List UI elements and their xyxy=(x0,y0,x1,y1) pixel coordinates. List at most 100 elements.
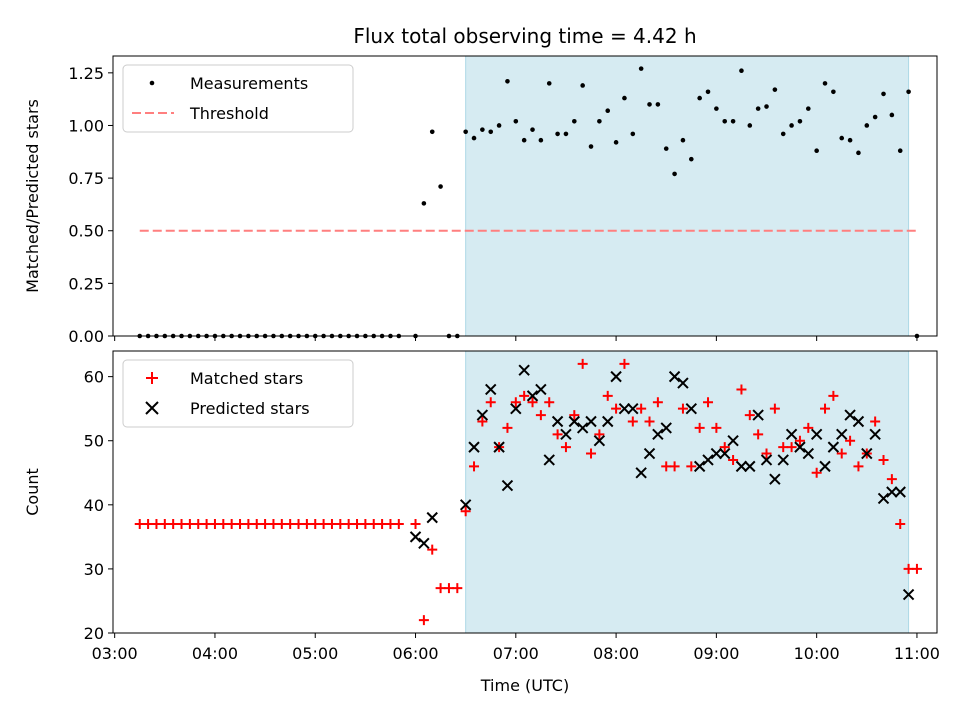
measurement-point xyxy=(496,123,502,128)
matched-star-point xyxy=(335,519,346,530)
y-tick-label: 1.00 xyxy=(68,116,104,135)
matched-star-point xyxy=(669,461,680,472)
matched-star-point xyxy=(268,519,279,530)
y-axis-label: Count xyxy=(23,468,42,516)
predicted-star-point xyxy=(719,447,731,460)
matched-star-point xyxy=(168,519,179,530)
predicted-star-point xyxy=(785,428,798,441)
measurement-point xyxy=(822,81,828,86)
matched-star-point xyxy=(845,435,856,446)
measurement-point xyxy=(789,123,794,128)
predicted-star-point xyxy=(510,402,522,415)
matched-star-point xyxy=(761,448,772,459)
predicted-star-point xyxy=(459,499,472,511)
matched-star-point xyxy=(794,435,805,446)
matched-star-point xyxy=(360,519,371,530)
matched-star-point xyxy=(285,519,296,530)
predicted-star-point xyxy=(627,402,639,415)
matched-star-point xyxy=(184,519,195,530)
matched-star-point xyxy=(744,410,755,421)
matched-star-point xyxy=(911,563,922,574)
measurement-point xyxy=(638,66,644,71)
matched-star-point xyxy=(260,519,271,530)
matched-star-point xyxy=(510,397,521,408)
measurement-point xyxy=(780,131,786,137)
measurement-point xyxy=(546,81,552,86)
predicted-star-point xyxy=(760,454,773,466)
predicted-star-point xyxy=(886,486,898,498)
predicted-star-point xyxy=(485,383,497,396)
matched-star-point xyxy=(193,519,204,530)
axes-frame xyxy=(112,55,938,337)
matched-star-point xyxy=(811,467,822,478)
matched-star-point xyxy=(443,583,454,594)
matched-star-point xyxy=(226,519,237,530)
y-tick-label: 0.75 xyxy=(68,169,104,188)
predicted-star-point xyxy=(810,428,823,441)
matched-stars-series xyxy=(134,358,922,626)
measurement-point xyxy=(689,156,694,162)
predicted-star-point xyxy=(418,537,430,549)
matched-star-point xyxy=(703,397,714,408)
legend-measurement-marker xyxy=(149,80,155,86)
measurement-point xyxy=(772,87,778,92)
matched-star-point xyxy=(385,519,396,530)
x-tick-label: 05:00 xyxy=(292,644,338,663)
predicted-star-point xyxy=(677,377,689,389)
x-tick-label: 08:00 xyxy=(593,644,639,663)
x-tick-label: 03:00 xyxy=(92,644,138,663)
predicted-star-point xyxy=(894,486,906,498)
matched-star-point xyxy=(352,519,363,530)
y-tick-label: 0.25 xyxy=(68,274,104,293)
predicted-star-point xyxy=(526,390,539,402)
x-tick-label: 09:00 xyxy=(693,644,739,663)
predicted-star-point xyxy=(819,460,831,473)
matched-star-point xyxy=(828,390,839,401)
measurement-point xyxy=(429,129,435,135)
y-tick-label: 20 xyxy=(84,624,104,643)
legend: Measurements Threshold xyxy=(122,64,354,133)
matched-star-point xyxy=(418,615,429,626)
predicted-star-point xyxy=(468,441,480,453)
predicted-star-point xyxy=(409,531,422,543)
measurement-point xyxy=(705,89,711,95)
predicted-star-point xyxy=(827,441,840,453)
measurement-point xyxy=(580,83,585,88)
predicted-star-point xyxy=(836,428,848,441)
matched-star-point xyxy=(393,519,404,530)
matched-star-point xyxy=(251,519,262,530)
matched-star-point xyxy=(594,429,605,440)
legend-box xyxy=(122,359,354,428)
measurement-point xyxy=(831,89,836,95)
predicted-star-point xyxy=(518,364,530,376)
matched-star-point xyxy=(243,519,254,530)
matched-star-point xyxy=(803,422,814,433)
measurement-point xyxy=(764,104,769,109)
measurement-point xyxy=(806,106,811,111)
measurement-point xyxy=(906,89,911,95)
predicted-star-point xyxy=(727,435,739,447)
matched-star-point xyxy=(301,519,312,530)
predicted-star-point xyxy=(844,409,856,421)
matched-star-point xyxy=(736,384,747,395)
predicted-star-point xyxy=(476,409,489,421)
matched-star-point xyxy=(602,390,613,401)
matched-star-point xyxy=(552,429,563,440)
matched-star-point xyxy=(485,397,496,408)
measurement-point xyxy=(889,112,895,118)
matched-star-point xyxy=(235,519,246,530)
measurement-point xyxy=(421,201,427,206)
predicted-star-point xyxy=(635,467,647,479)
matched-star-point xyxy=(686,461,697,472)
matched-star-point xyxy=(143,519,154,530)
measurement-point xyxy=(897,148,903,154)
measurement-point xyxy=(797,118,803,124)
predicted-star-point xyxy=(501,479,514,492)
matched-star-point xyxy=(878,454,889,465)
measurement-point xyxy=(513,118,519,124)
measurement-point xyxy=(530,127,535,132)
y-axis-label: Matched/Predicted stars xyxy=(23,99,42,293)
x-tick-label: 10:00 xyxy=(794,644,840,663)
measurement-point xyxy=(538,137,544,143)
matched-star-point xyxy=(619,358,630,369)
